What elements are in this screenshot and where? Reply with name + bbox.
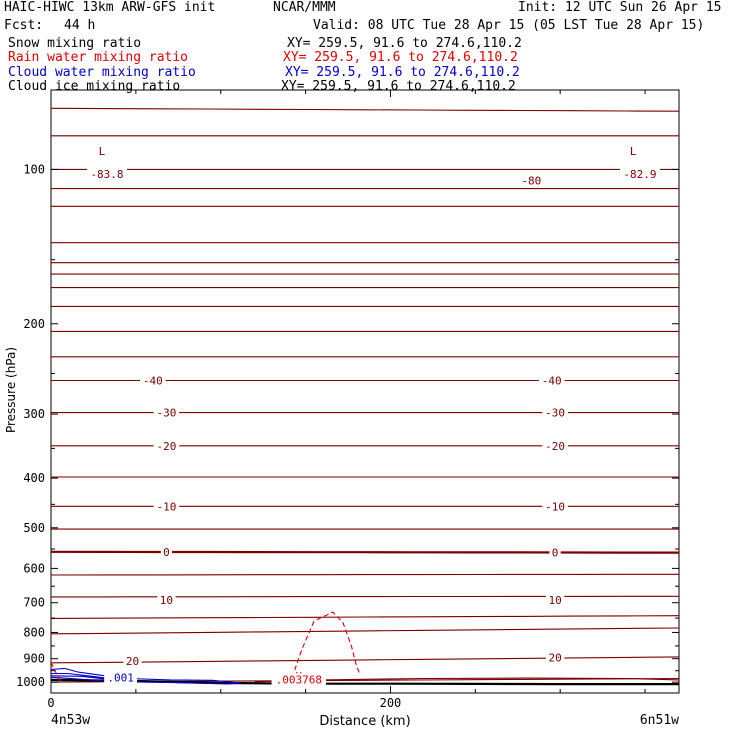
contour-label-bg <box>542 500 568 513</box>
contour-label-bg <box>104 671 137 684</box>
y-tick-label: 500 <box>23 521 45 535</box>
plot-frame <box>50 89 680 694</box>
y-tick-label: 900 <box>23 652 45 666</box>
field-label-snow: Snow mixing ratio <box>8 36 142 51</box>
contour-label-bg <box>153 406 180 419</box>
x-end-label: 6n51w <box>640 713 679 728</box>
field-xy-snow: XY= 259.5, 91.6 to 274.6,110.2 <box>287 36 522 51</box>
isotherm-line <box>51 595 679 598</box>
contour-label: -20 <box>156 440 176 453</box>
contour-label-bg <box>627 144 639 157</box>
title-left: HAIC-HIWC 13km ARW-GFS init <box>4 0 216 15</box>
isotherm-line <box>50 573 679 576</box>
contour-label-bg <box>123 655 142 668</box>
y-tick-label: 700 <box>23 596 45 610</box>
terrain-line <box>50 678 679 686</box>
contour-label: 10 <box>548 594 561 607</box>
y-tick-label: 300 <box>23 407 45 421</box>
y-tick-label: 800 <box>23 625 45 639</box>
y-tick-label: 600 <box>23 561 45 575</box>
init-time: Init: 12 UTC Sun 26 Apr 15 <box>518 0 722 15</box>
contour-label-bg <box>518 174 545 187</box>
contour-label-bg <box>87 167 128 180</box>
contour-labels: L -83.8 -80 L -82.9 -40 -40 -30 -30 -20 -20 -10 -10 0… <box>87 144 660 686</box>
field-label-rain: Rain water mixing ratio <box>8 50 189 65</box>
rain-water-contours <box>50 611 361 685</box>
contour-label: 10 <box>160 594 173 607</box>
y-tick-label: 100 <box>23 162 45 176</box>
contour-label-bg <box>545 651 565 664</box>
x-start-label: 4n53w <box>51 713 90 728</box>
contour-label: 20 <box>548 651 561 664</box>
y-tick-label: 200 <box>23 317 45 331</box>
contour-label: -10 <box>545 500 565 513</box>
rain-water-contour <box>286 611 361 685</box>
contour-label-bg <box>538 374 565 387</box>
contour-label-bg <box>96 144 108 157</box>
org-label: NCAR/MMM <box>273 0 336 15</box>
contour-label: -30 <box>156 407 176 420</box>
contour-label: .001 <box>107 672 134 685</box>
x-tick-label: 200 <box>380 696 402 710</box>
contour-label-bg <box>140 374 166 387</box>
isotherm-line <box>50 627 680 635</box>
y-tick-label: 400 <box>23 471 45 485</box>
contour-label-bg <box>271 673 327 686</box>
field-label-cloud-water: Cloud water mixing ratio <box>8 65 196 80</box>
contour-label-bg <box>545 594 565 607</box>
isotherm-contours <box>50 107 680 683</box>
contour-label-bg <box>153 500 180 513</box>
contour-label: L <box>99 145 106 158</box>
rain-water-contour <box>50 662 62 683</box>
y-tick-label: 1000 <box>16 675 45 689</box>
isotherm-line <box>50 107 680 112</box>
contour-label-bg <box>619 167 660 180</box>
contour-label: -40 <box>143 374 163 387</box>
contour-label: 0 <box>552 547 559 560</box>
contour-label-bg <box>549 546 561 559</box>
contour-label: 0 <box>163 546 170 559</box>
isotherm-line <box>50 656 680 664</box>
contour-label: -83.8 <box>90 168 123 181</box>
contour-label: -30 <box>545 407 565 420</box>
contour-label-bg <box>160 545 173 558</box>
contour-label: .003768 <box>276 673 322 686</box>
x-axis-label: Distance (km) <box>319 714 410 729</box>
contour-label-bg <box>542 406 568 419</box>
valid-time: Valid: 08 UTC Tue 28 Apr 15 (05 LST Tue … <box>313 18 705 33</box>
fcst-label: Fcst: <box>4 18 44 33</box>
field-xy-rain: XY= 259.5, 91.6 to 274.6,110.2 <box>283 50 518 65</box>
x-tick-label: 0 <box>47 696 54 710</box>
isotherm-line <box>50 550 679 554</box>
contour-label: -80 <box>521 174 541 187</box>
contour-label-bg <box>153 439 180 452</box>
contour-label: -82.9 <box>623 168 656 181</box>
contour-label-bg <box>542 439 568 452</box>
contour-label: -40 <box>542 374 562 387</box>
contour-label: -20 <box>545 440 565 453</box>
contour-label: L <box>630 145 637 158</box>
contour-label: 20 <box>126 655 139 668</box>
field-xy-cloud-water: XY= 259.5, 91.6 to 274.6,110.2 <box>285 65 520 80</box>
fcst-value: 44 h <box>64 18 96 33</box>
contour-label-bg <box>157 594 176 607</box>
y-axis-label: Pressure (hPa) <box>4 347 18 433</box>
contour-label: -10 <box>156 500 176 513</box>
isotherm-line <box>50 615 680 619</box>
